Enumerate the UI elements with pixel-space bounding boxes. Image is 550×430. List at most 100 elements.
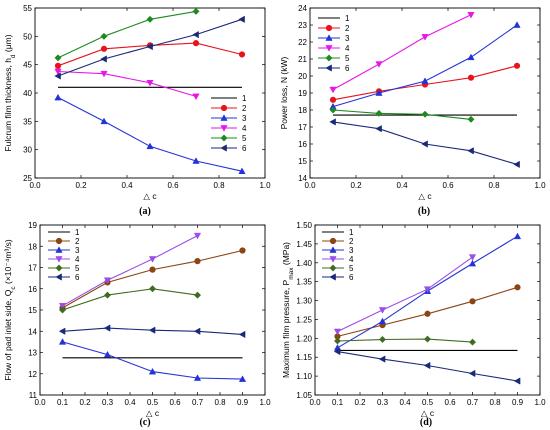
y-tick-label: 18 — [28, 242, 37, 251]
x-tick-label: 0.4 — [121, 181, 133, 190]
series-3-line — [57, 97, 243, 172]
x-tick-label: 0.2 — [354, 398, 366, 407]
x-tick-label: 0.4 — [396, 181, 408, 190]
y-tick-label: 1.40 — [296, 259, 312, 268]
y-axis-label-main: Fulcrum film thickness, h — [3, 58, 13, 152]
x-tick-label: 0.9 — [512, 398, 524, 407]
series-6-point — [100, 55, 107, 63]
series-5-point — [375, 109, 383, 117]
x-tick-label: 0.3 — [102, 398, 114, 407]
series-4-point — [192, 93, 200, 101]
y-axis-label-main: Flow of pad inlet side, Q — [3, 289, 13, 381]
y-tick-label: 17 — [298, 123, 307, 132]
y-tick-label: 13 — [28, 349, 37, 358]
x-tick-label: 1.0 — [534, 181, 546, 190]
y-tick-label: 19 — [298, 89, 307, 98]
panel-caption: (a) — [139, 206, 151, 217]
legend-swatch-marker — [325, 24, 333, 32]
series-4 — [329, 11, 475, 94]
y-tick-label: 1.35 — [296, 278, 312, 287]
legend-swatch-marker — [329, 264, 337, 272]
series-6-point — [192, 31, 199, 39]
series-3-point — [54, 93, 62, 101]
series-5-point — [103, 291, 112, 299]
series-5 — [333, 335, 477, 346]
x-tick-label: 0.5 — [147, 398, 159, 407]
panel-1: 0.0 0.2 0.4 0.6 0.8 1.01415161718192021222324… — [279, 4, 546, 217]
legend-entry-label: 3 — [345, 34, 350, 43]
series-5-point — [148, 285, 157, 293]
x-axis-label: △ c — [143, 191, 157, 201]
series-3-point — [103, 350, 112, 358]
y-axis-label-sub: c — [10, 286, 17, 290]
series-2-point — [514, 284, 521, 291]
series-4-point — [378, 307, 387, 314]
y-tick-label: 1.10 — [296, 372, 312, 381]
y-tick-label: 14 — [298, 174, 307, 183]
series-5-point — [54, 54, 62, 62]
x-tick-label: 0.0 — [29, 181, 41, 190]
y-tick-label: 55 — [23, 4, 32, 13]
series-6-point — [329, 118, 336, 126]
x-tick-label: 0.6 — [444, 398, 456, 407]
y-tick-label: 1.50 — [296, 221, 312, 230]
series-4-point — [103, 277, 112, 284]
series-6-point — [468, 369, 476, 378]
legend-entry-label: 1 — [75, 228, 80, 237]
series-3-point — [468, 259, 477, 267]
x-tick-label: 0.8 — [488, 181, 500, 190]
x-tick-label: 0.9 — [237, 398, 249, 407]
series-6 — [54, 15, 245, 80]
series-3-point — [192, 157, 200, 164]
plot-frame — [34, 7, 266, 179]
y-axis-label: Fulcrum film thickness, hd (μm) — [3, 34, 17, 151]
series-3-point — [421, 77, 429, 84]
y-tick-label: 50 — [23, 32, 32, 41]
series-3-point — [58, 338, 67, 345]
series-5-line — [337, 338, 473, 343]
legend-entry-label: 1 — [242, 94, 247, 103]
legend-swatch-marker — [55, 246, 63, 253]
series-4-point — [329, 86, 337, 94]
y-tick-label: 40 — [23, 89, 32, 98]
x-tick-label: 1.0 — [534, 398, 546, 407]
series-5-point — [58, 306, 67, 314]
series-4-point — [333, 328, 342, 336]
y-tick-label: 15 — [28, 306, 37, 315]
series-4-line — [57, 70, 197, 97]
series-5-point — [333, 337, 342, 345]
x-tick-label: 0.1 — [332, 398, 344, 407]
series-6-point — [103, 324, 111, 332]
series-5-point — [421, 110, 429, 118]
x-axis-label: △ c — [418, 191, 432, 201]
x-tick-label: 0.7 — [467, 398, 479, 407]
series-5-point — [423, 335, 432, 343]
legend-swatch-marker — [220, 104, 228, 112]
x-tick-label: 0.8 — [214, 398, 226, 407]
x-tick-label: 0.2 — [350, 181, 362, 190]
series-4 — [54, 68, 200, 101]
legend-swatch-marker — [55, 273, 62, 281]
series-5-point — [193, 291, 202, 299]
series-5-line — [62, 288, 198, 311]
series-6-point — [148, 326, 156, 334]
x-tick-label: 0.5 — [422, 398, 434, 407]
y-tick-label: 30 — [23, 146, 32, 155]
legend-swatch-marker — [220, 114, 228, 121]
series-2-point — [513, 62, 521, 69]
series-3-point — [513, 21, 521, 28]
y-axis-label: Flow of pad inlet side, Qc (×10⁻⁴m³/s) — [3, 239, 17, 381]
x-tick-label: 0.2 — [79, 398, 91, 407]
series-6-point — [238, 330, 246, 339]
series-4 — [333, 254, 477, 336]
series-4-point — [58, 302, 67, 310]
series-6 — [58, 324, 246, 339]
x-tick-label: 0.6 — [442, 181, 454, 190]
y-tick-label: 21 — [298, 55, 307, 64]
series-4-line — [332, 14, 472, 91]
legend-swatch-marker — [325, 45, 333, 52]
series-3-point — [148, 367, 157, 375]
